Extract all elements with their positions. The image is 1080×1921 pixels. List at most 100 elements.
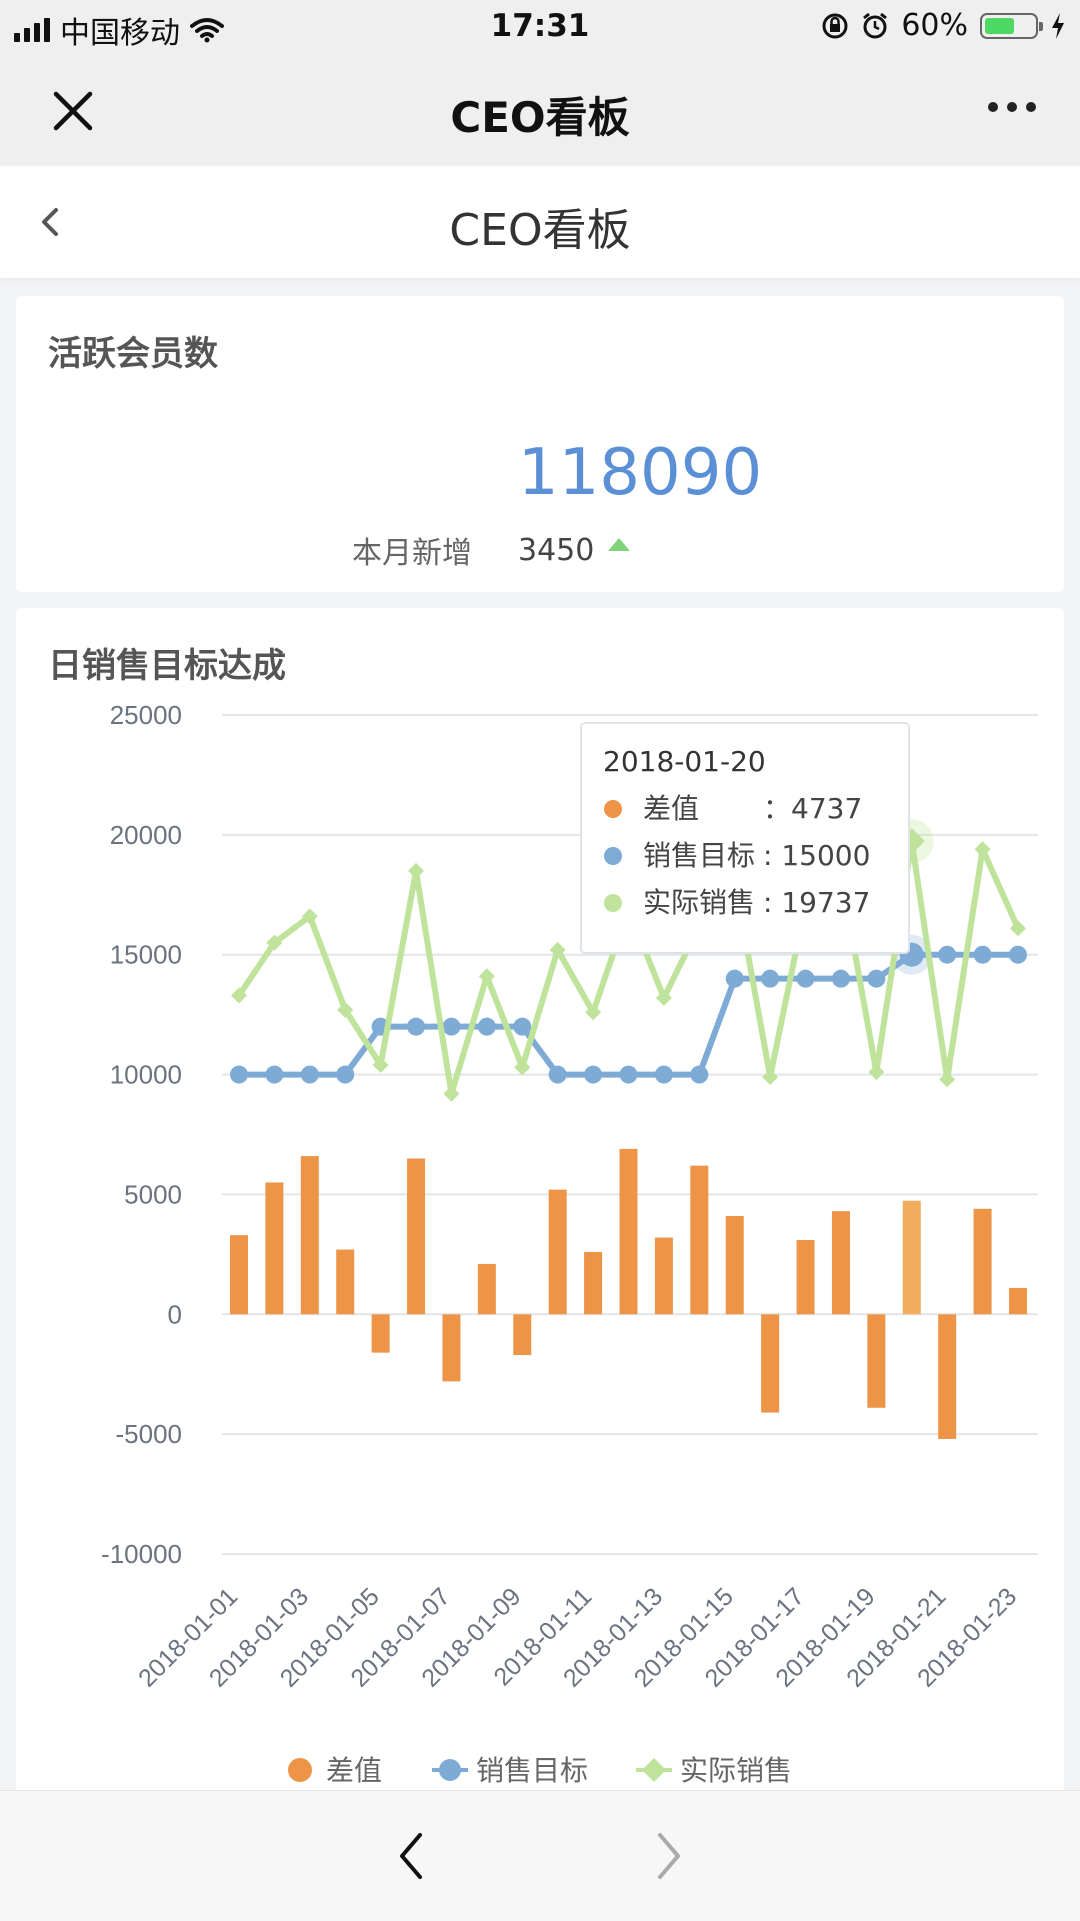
- legend-label: 实际销售: [680, 1754, 792, 1787]
- bar: [619, 1148, 638, 1315]
- bar: [690, 1165, 709, 1315]
- legend-label: 差值: [326, 1754, 382, 1787]
- back-icon[interactable]: [36, 204, 66, 240]
- legend-marker: [288, 1758, 312, 1782]
- back-arrow-icon[interactable]: [396, 1831, 426, 1881]
- kpi-value: 118090: [517, 436, 763, 510]
- tooltip-box: [580, 722, 910, 954]
- tooltip-label: 实际销售: [643, 886, 755, 919]
- data-point: [300, 1065, 319, 1084]
- bar: [654, 1237, 673, 1315]
- tooltip-swatch: [604, 894, 622, 912]
- y-tick-label: 5000: [124, 1179, 182, 1209]
- y-tick-label: 25000: [110, 700, 182, 730]
- bar: [761, 1314, 780, 1413]
- bar: [477, 1263, 496, 1315]
- tooltip-value: : 15000: [763, 839, 870, 872]
- legend-label: 销售目标: [476, 1754, 588, 1787]
- bar: [584, 1251, 603, 1315]
- bar: [796, 1239, 815, 1315]
- data-point: [265, 1065, 284, 1084]
- bar: [300, 1156, 319, 1315]
- data-point: [549, 941, 566, 958]
- bar: [371, 1314, 390, 1353]
- data-point: [725, 969, 744, 988]
- nav-bar: CEO看板: [0, 54, 1080, 166]
- kpi-sub-value: 3450: [518, 532, 595, 568]
- data-point: [301, 908, 318, 925]
- chart-title: 日销售目标达成: [48, 646, 286, 686]
- bar: [442, 1314, 461, 1382]
- status-time: 17:31: [490, 8, 590, 44]
- data-point: [973, 945, 992, 964]
- data-point: [761, 969, 780, 988]
- series-line: [239, 951, 1018, 1078]
- data-point: [654, 1065, 673, 1084]
- kpi-sub: 本月新增 3450: [352, 528, 631, 572]
- data-point: [337, 1001, 354, 1018]
- alarm-icon: [863, 12, 888, 38]
- up-arrow-icon: [608, 537, 631, 551]
- tooltip-date: 2018-01-20: [603, 745, 766, 778]
- data-point: [231, 987, 247, 1004]
- status-right: 60%: [821, 8, 1066, 43]
- battery-icon: [980, 12, 1043, 39]
- kpi-sub-label: 本月新增: [352, 536, 472, 571]
- data-point: [938, 945, 957, 964]
- nav-title: CEO看板: [450, 93, 630, 142]
- bar: [230, 1235, 248, 1315]
- data-point: [443, 1085, 460, 1102]
- orientation-lock-icon: [822, 13, 848, 38]
- bar: [1009, 1287, 1027, 1315]
- data-point: [266, 934, 283, 951]
- tooltip-swatch: [604, 800, 622, 818]
- wifi-icon: [190, 18, 224, 43]
- legend-marker: [439, 1759, 461, 1781]
- page-title: CEO看板: [449, 205, 631, 256]
- tooltip-label: 销售目标: [643, 839, 755, 872]
- sales-chart[interactable]: 25000 20000 15000 10000 5000 0 -5000 -10000 2018…: [16, 608, 1064, 1808]
- data-point: [548, 1065, 567, 1084]
- legend-marker: [642, 1758, 666, 1782]
- page-header: CEO看板: [0, 166, 1080, 278]
- data-point: [619, 1065, 638, 1084]
- data-point: [514, 1059, 531, 1076]
- data-point: [831, 969, 850, 988]
- bar: [973, 1208, 992, 1315]
- status-left: 中国移动: [14, 8, 224, 52]
- close-icon[interactable]: [48, 86, 98, 136]
- data-point: [655, 989, 672, 1006]
- data-point: [1010, 920, 1026, 937]
- data-point: [442, 1017, 461, 1036]
- data-point: [1009, 945, 1027, 964]
- chart-card: 日销售目标达成 25000 20000 15000 10000 5000 0 -5000 -1…: [16, 608, 1064, 1808]
- data-point: [408, 862, 425, 879]
- data-point: [585, 1004, 602, 1021]
- status-bar: 中国移动 17:31 60%: [0, 0, 1080, 54]
- y-tick-label: -10000: [101, 1539, 182, 1569]
- data-point: [762, 1068, 779, 1085]
- forward-arrow-icon: [658, 1833, 680, 1879]
- battery-percent: 60%: [901, 8, 968, 43]
- data-point: [584, 1065, 603, 1084]
- tooltip-label: 差值: [643, 792, 699, 825]
- tooltip-swatch: [604, 847, 622, 865]
- bar: [938, 1314, 957, 1439]
- tooltip-value: : 19737: [763, 886, 870, 919]
- data-point: [336, 1065, 355, 1084]
- bar: [831, 1211, 850, 1315]
- signal-icon: [14, 18, 50, 42]
- carrier-label: 中国移动: [60, 16, 180, 51]
- data-point: [230, 1065, 248, 1084]
- bottom-toolbar: [0, 1790, 1080, 1921]
- kpi-title: 活跃会员数: [48, 334, 218, 374]
- data-point: [372, 1056, 389, 1073]
- data-point: [974, 841, 991, 858]
- y-tick-label: 15000: [110, 940, 182, 970]
- data-point: [513, 1017, 532, 1036]
- data-point: [868, 1064, 885, 1081]
- bar: [336, 1249, 355, 1315]
- more-icon[interactable]: [988, 102, 1036, 112]
- data-point: [478, 968, 495, 985]
- bar: [902, 1200, 921, 1315]
